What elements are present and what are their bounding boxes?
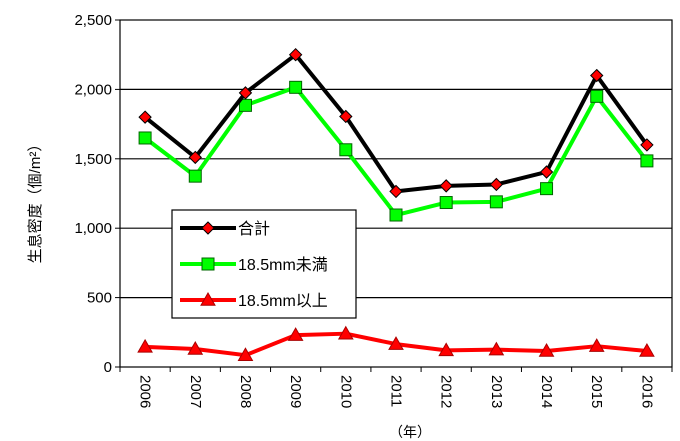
square-marker	[289, 80, 303, 94]
x-tick-label: 2008	[237, 375, 254, 408]
x-tick-label: 2006	[137, 375, 154, 408]
square-marker	[439, 196, 453, 210]
series-layer	[137, 47, 655, 361]
square-marker	[188, 169, 202, 183]
triangle-marker	[287, 327, 304, 341]
square-marker	[489, 195, 503, 209]
diamond-marker	[188, 150, 202, 165]
y-tick-label: 1,500	[74, 151, 112, 168]
legend-label: 18.5mm以上	[238, 292, 328, 310]
plot-area	[119, 19, 673, 368]
x-tick-label: 2010	[337, 375, 354, 408]
series-18.5mm未満	[138, 80, 654, 222]
triangle-marker	[137, 338, 153, 353]
y-axis-label: 生息密度（個/m²）	[27, 137, 44, 264]
diamond-marker	[539, 165, 554, 179]
x-tick-label: 2014	[538, 375, 555, 408]
diamond-marker	[288, 47, 303, 62]
plot-border	[119, 19, 673, 368]
triangle-marker	[438, 342, 455, 357]
x-tick-label: 2007	[187, 375, 204, 408]
triangle-marker	[388, 336, 404, 350]
legend-label: 18.5mm未満	[238, 256, 328, 274]
square-marker	[590, 89, 604, 103]
diamond-marker	[339, 109, 353, 124]
triangle-marker	[588, 338, 605, 352]
square-marker	[389, 208, 403, 222]
triangle-marker	[187, 340, 204, 355]
triangle-marker	[488, 341, 505, 356]
legend-entry: 18.5mm以上	[180, 291, 328, 310]
square-marker	[640, 154, 654, 168]
square-marker	[138, 131, 152, 145]
diamond-marker	[439, 179, 453, 193]
triangle-marker	[200, 291, 216, 306]
diamond-marker	[489, 177, 504, 192]
y-tick-label: 2,500	[74, 12, 112, 29]
diamond-marker	[640, 138, 654, 152]
legend: 合計 18.5mm未満 18.5mm以上	[171, 209, 357, 319]
y-axis-ticks: 0 500 1,000 1,500 2,000 2,500	[74, 12, 120, 376]
triangle-marker	[538, 343, 555, 357]
square-marker	[201, 257, 215, 271]
x-tick-label: 2013	[488, 375, 505, 408]
diamond-marker	[590, 68, 604, 83]
y-tick-label: 0	[104, 359, 112, 376]
x-axis-ticks: 2006 2007 2008 2009 2010 2011 2012 2013 2014 2015…	[119, 367, 673, 408]
series-line	[143, 52, 649, 194]
x-tick-label: 2012	[438, 375, 455, 408]
x-tick-label: 2016	[638, 375, 655, 408]
legend-entry: 合計	[180, 220, 270, 238]
series-合計	[138, 47, 654, 199]
series-18.5mm以上	[137, 325, 655, 361]
x-axis-label: （年）	[389, 424, 431, 440]
square-marker	[540, 182, 554, 196]
diamond-marker	[201, 221, 215, 235]
y-tick-label: 1,000	[74, 220, 112, 237]
square-marker	[339, 143, 353, 157]
legend-entry: 18.5mm未満	[180, 256, 328, 274]
triangle-marker	[237, 347, 254, 361]
x-tick-label: 2011	[388, 375, 405, 407]
legend-label: 合計	[238, 220, 270, 238]
triangle-marker	[639, 343, 655, 357]
y-tick-label: 2,000	[74, 81, 112, 98]
y-tick-label: 500	[87, 290, 112, 307]
diamond-marker	[238, 86, 253, 100]
x-tick-label: 2015	[588, 375, 605, 408]
x-tick-label: 2009	[287, 375, 304, 408]
triangle-marker	[337, 325, 354, 340]
diamond-marker	[138, 110, 152, 124]
diamond-marker	[389, 184, 403, 199]
